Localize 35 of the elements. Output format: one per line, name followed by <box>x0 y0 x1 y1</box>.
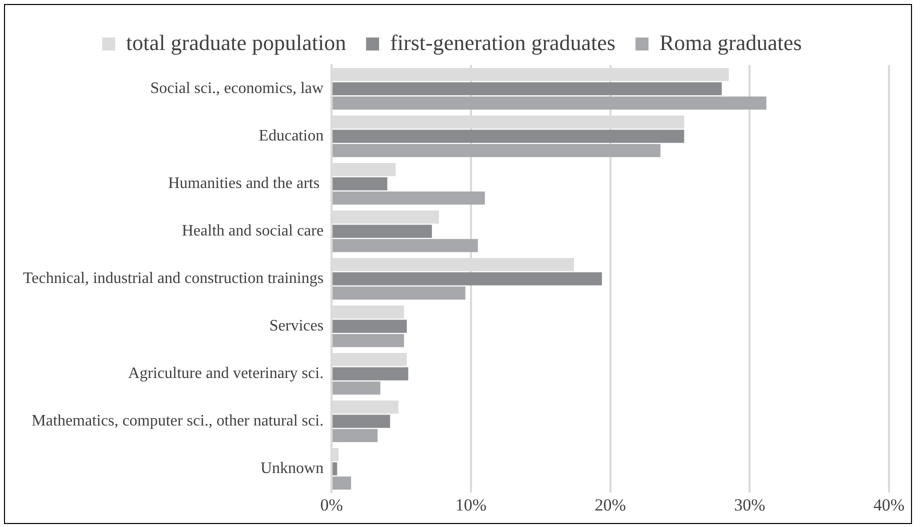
bar <box>332 96 766 110</box>
bar <box>332 367 408 380</box>
bar <box>332 224 432 238</box>
bar <box>332 334 404 348</box>
y-tick-label: Unknown <box>260 460 324 478</box>
x-tick-label: 40% <box>873 495 905 514</box>
bar <box>332 82 722 96</box>
bar <box>332 177 388 190</box>
y-tick-label: Mathematics, computer sci., other natural sci. <box>32 412 324 430</box>
x-tick-label: 30% <box>734 495 766 514</box>
bar <box>332 414 390 428</box>
y-tick-label: Health and social care <box>182 222 324 240</box>
bar <box>332 429 378 442</box>
y-tick-label: Social sci., economics, law <box>150 80 324 97</box>
y-tick-label: Humanities and the arts <box>168 174 324 192</box>
y-tick-label: Technical, industrial and construction trainings <box>23 270 324 288</box>
legend-label: total graduate population <box>126 30 346 55</box>
x-tick-label: 20% <box>594 495 626 514</box>
bar <box>332 462 338 476</box>
y-tick-label: Agriculture and veterinary sci. <box>128 365 324 382</box>
bar <box>332 191 485 205</box>
bar <box>332 272 602 286</box>
x-tick-label: 10% <box>455 495 487 514</box>
bar <box>332 320 407 333</box>
bar <box>332 476 352 490</box>
bar <box>332 382 380 395</box>
x-tick-label: 0% <box>320 495 343 514</box>
bar <box>332 238 478 252</box>
legend-label: first-generation graduates <box>390 30 616 55</box>
bar <box>332 286 466 300</box>
y-tick-label: Education <box>258 127 324 144</box>
bar <box>332 130 684 143</box>
y-tick-label: Services <box>269 318 324 335</box>
legend-label: Roma graduates <box>659 30 802 55</box>
bar <box>332 144 660 158</box>
